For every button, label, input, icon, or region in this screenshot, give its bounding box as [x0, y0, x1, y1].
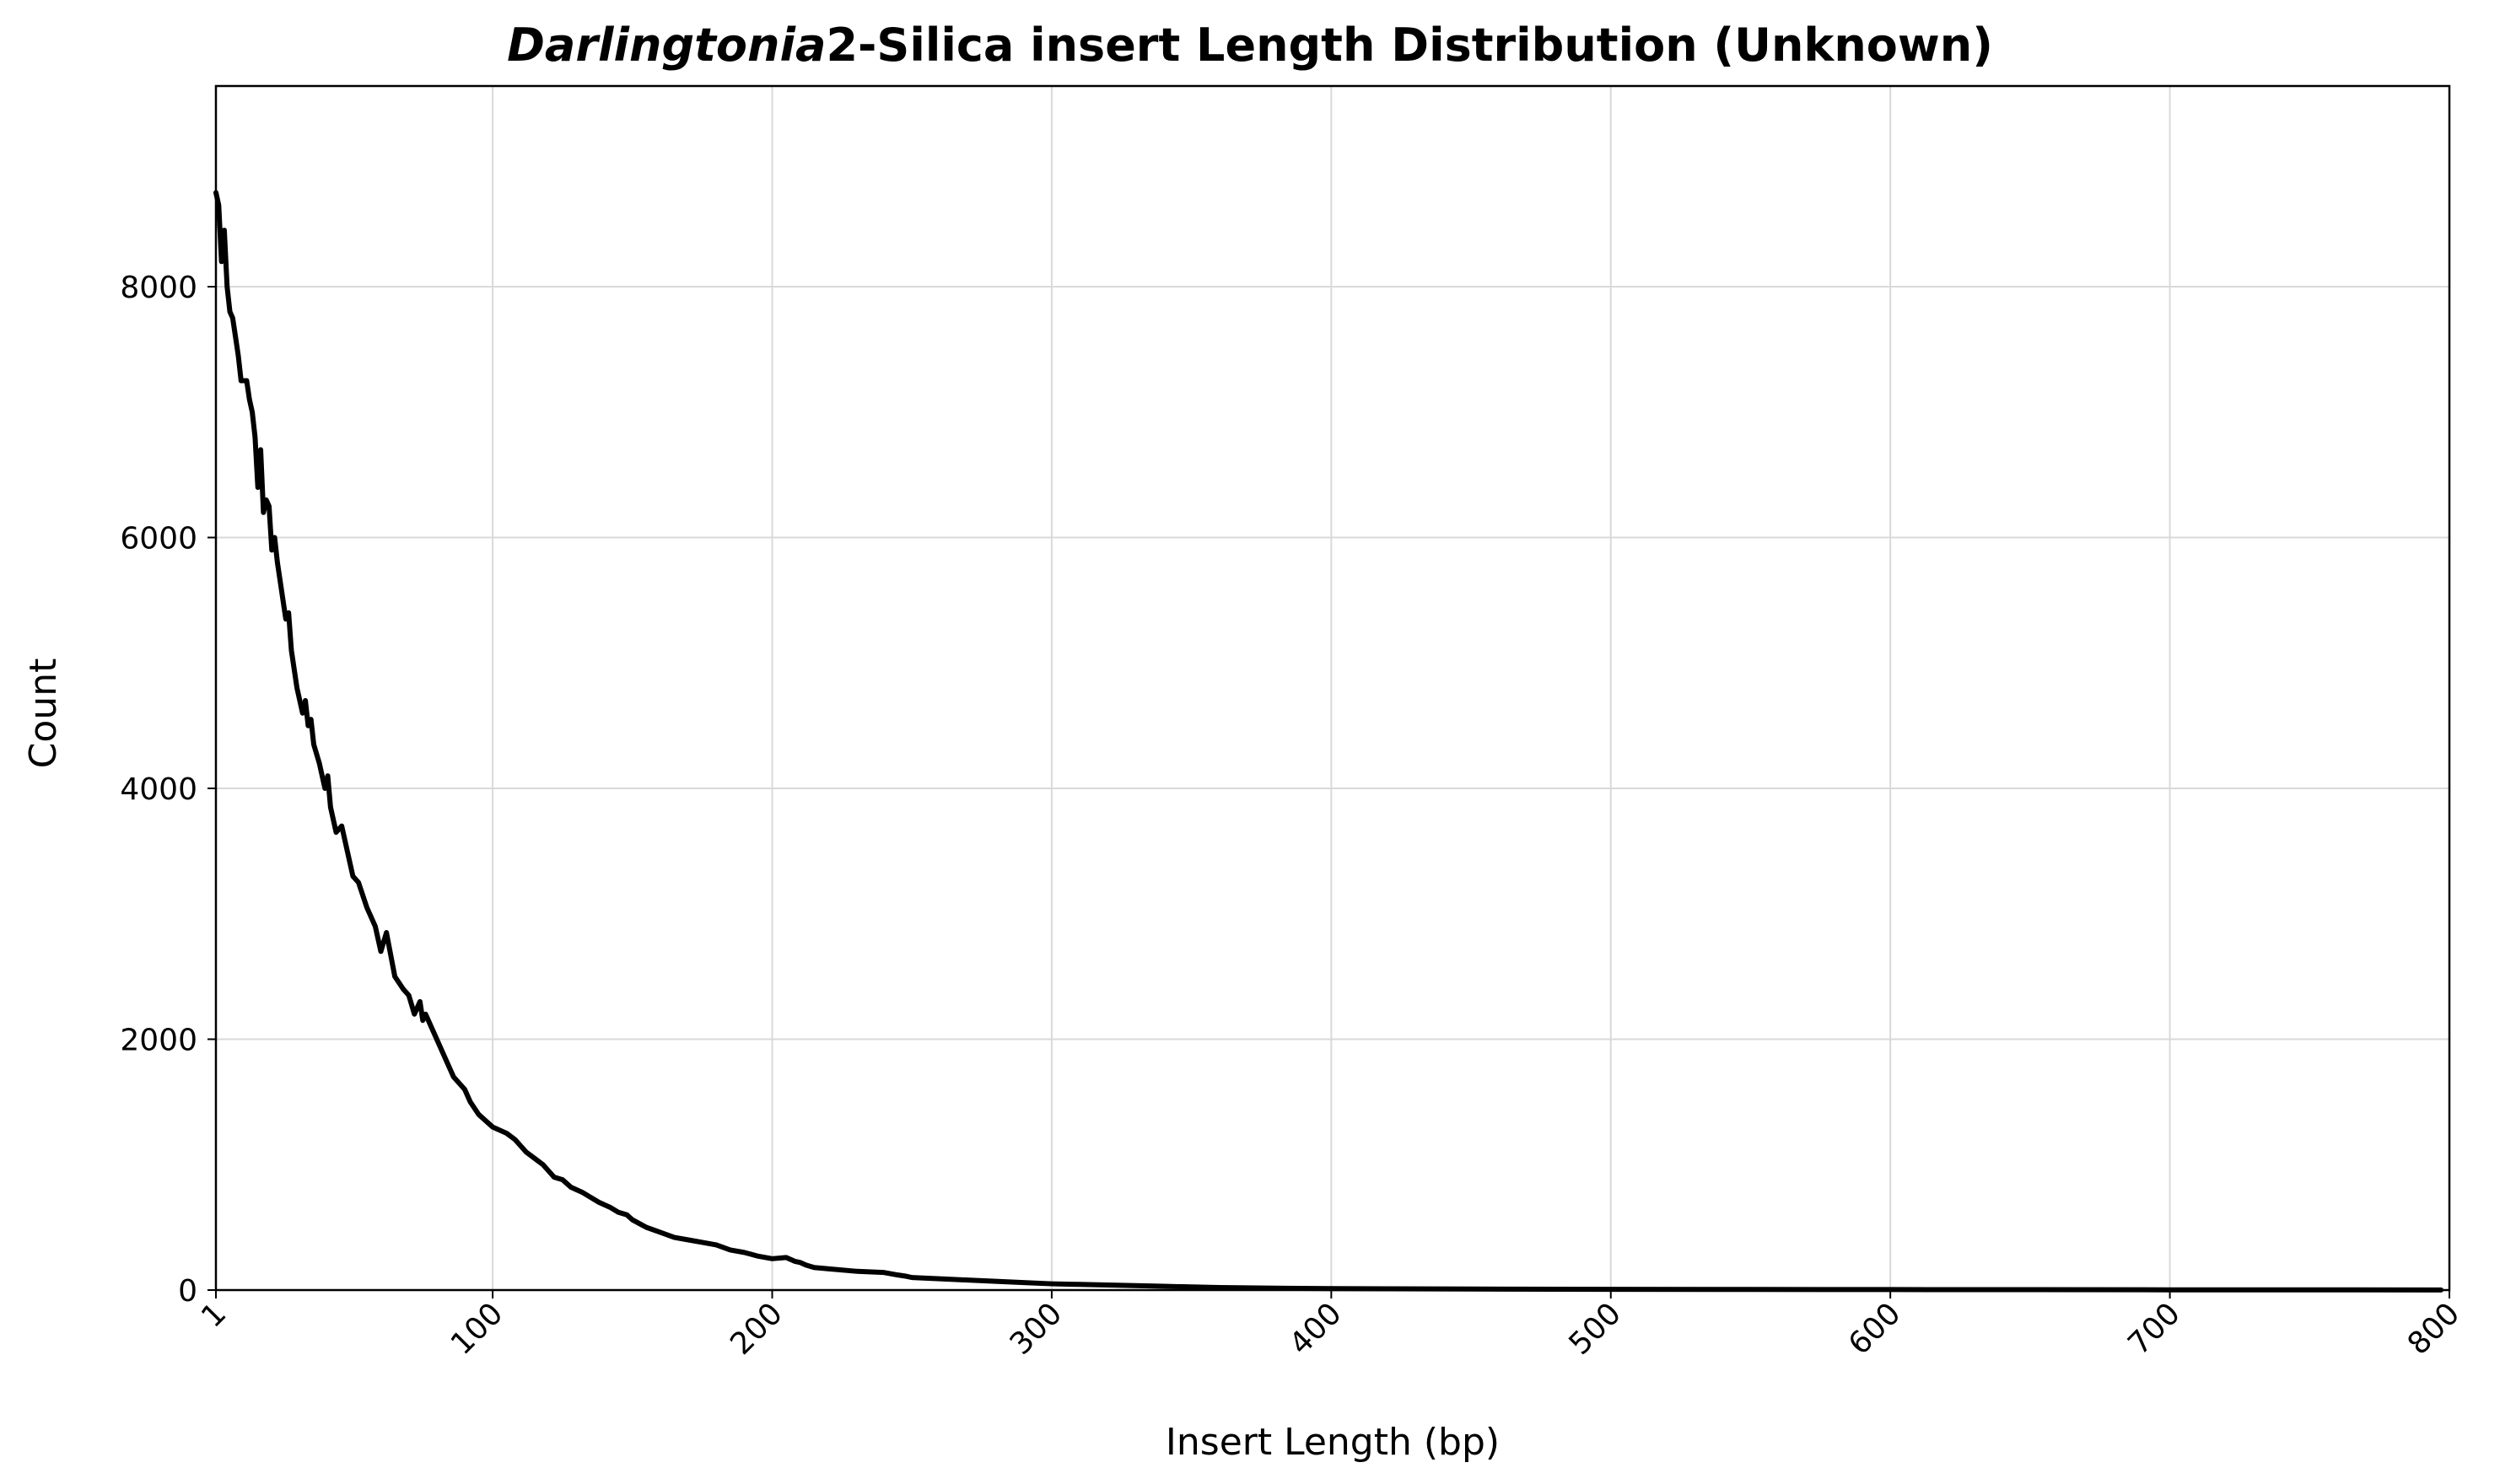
- chart-title-italic: Darlingtonia: [507, 19, 826, 72]
- y-tick-label: 6000: [120, 522, 197, 556]
- x-tick-label: 100: [445, 1296, 510, 1362]
- axis-ticks: 1 100 200 300 400 500 600 700 800020004000600080…: [120, 271, 2466, 1362]
- series-line: [213, 190, 2444, 1293]
- grid: [215, 86, 2450, 1291]
- y-tick-label: 4000: [120, 772, 197, 807]
- y-tick-label: 8000: [120, 271, 197, 305]
- x-tick-label: 300: [1004, 1296, 1070, 1362]
- plot-frame: [214, 84, 2451, 1292]
- x-tick-label: 600: [1842, 1296, 1908, 1362]
- chart-title-rest: 2-Silica insert Length Distribution (Unk…: [826, 19, 1992, 72]
- y-tick-label: 0: [178, 1274, 197, 1309]
- x-axis-label: Insert Length (bp): [1166, 1421, 1500, 1464]
- x-tick-label: 500: [1563, 1296, 1629, 1362]
- chart-title: Darlingtonia2-Silica insert Length Distr…: [507, 19, 1993, 72]
- x-tick-label: 800: [2401, 1296, 2467, 1362]
- x-tick-label: 1: [195, 1296, 233, 1334]
- y-axis-label: Count: [22, 659, 65, 769]
- x-tick-label: 200: [724, 1296, 789, 1362]
- x-tick-label: 400: [1283, 1296, 1349, 1362]
- x-tick-label: 700: [2121, 1296, 2187, 1362]
- y-tick-label: 2000: [120, 1024, 197, 1058]
